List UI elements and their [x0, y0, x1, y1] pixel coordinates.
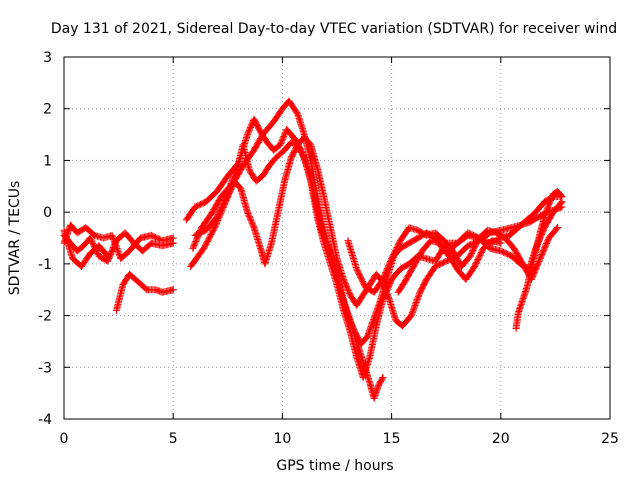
x-tick-label: 0: [60, 431, 69, 447]
y-tick-label: 2: [43, 102, 52, 118]
data-point-marker: [415, 291, 423, 299]
data-point-marker: [112, 243, 120, 251]
data-point-marker: [557, 203, 565, 211]
y-tick-label: -1: [38, 257, 52, 273]
series-track-f: [189, 138, 566, 382]
data-point-marker: [114, 246, 122, 254]
data-point-marker: [104, 252, 112, 260]
data-point-marker: [110, 236, 118, 244]
data-point-marker: [304, 165, 312, 173]
y-tick-label: -3: [38, 360, 52, 376]
y-tick-label: -2: [38, 309, 52, 325]
data-point-marker: [414, 294, 422, 302]
x-tick-label: 10: [273, 431, 291, 447]
data-point-marker: [112, 242, 120, 250]
data-point-marker: [110, 237, 118, 245]
data-point-marker: [378, 375, 386, 383]
data-point-marker: [554, 224, 562, 232]
axis-ticks: [63, 56, 611, 420]
y-tick-label: 3: [43, 50, 52, 66]
data-point-marker: [497, 239, 505, 247]
x-tick-label: 20: [492, 431, 510, 447]
data-point-marker: [414, 293, 422, 301]
data-point-marker: [411, 301, 419, 309]
data-point-marker: [114, 247, 122, 255]
data-point-marker: [211, 224, 219, 232]
data-point-marker: [169, 286, 177, 294]
data-point-marker: [413, 296, 421, 304]
data-point-marker: [408, 309, 416, 317]
series-track-j: [512, 187, 566, 332]
data-points: [60, 97, 566, 402]
series-track-c: [112, 270, 177, 314]
data-point-marker: [385, 295, 393, 303]
data-point-marker: [412, 298, 420, 306]
data-point-marker: [249, 222, 257, 230]
y-tick-label: -4: [38, 412, 52, 428]
data-point-marker: [103, 251, 111, 259]
data-point-marker: [558, 203, 566, 211]
data-point-marker: [410, 304, 418, 312]
data-point-marker: [379, 374, 387, 382]
series-track-d: [60, 221, 177, 263]
data-point-marker: [407, 312, 415, 320]
data-point-marker: [553, 225, 561, 233]
data-point-marker: [411, 303, 419, 311]
data-point-marker: [409, 307, 417, 315]
data-point-marker: [211, 222, 219, 230]
data-point-marker: [376, 297, 384, 305]
data-point-marker: [169, 234, 177, 242]
data-point-marker: [409, 306, 417, 314]
data-point-marker: [111, 239, 119, 247]
chart-title: Day 131 of 2021, Sidereal Day-to-day VTE…: [51, 21, 617, 37]
series-track-b: [60, 226, 112, 270]
series-track-k: [394, 237, 505, 296]
y-tick-label: 1: [43, 153, 52, 169]
x-tick-label: 25: [601, 431, 619, 447]
x-tick-labels: 0 5 10 15 20 25: [60, 431, 619, 447]
data-point-marker: [413, 297, 421, 305]
data-point-marker: [557, 192, 565, 200]
data-point-marker: [115, 249, 123, 257]
data-point-marker: [109, 233, 117, 241]
y-axis-label: SDTVAR / TECUs: [7, 181, 23, 296]
x-tick-label: 5: [169, 431, 178, 447]
series-track-i: [344, 224, 562, 296]
x-tick-label: 15: [383, 431, 401, 447]
data-point-marker: [408, 310, 416, 318]
data-point-marker: [108, 231, 116, 239]
data-point-marker: [109, 234, 117, 242]
data-point-marker: [412, 300, 420, 308]
data-point-marker: [111, 240, 119, 248]
data-point-marker: [113, 245, 121, 253]
y-tick-label: 0: [43, 205, 52, 221]
x-axis-label: GPS time / hours: [276, 458, 393, 474]
data-point-marker: [558, 193, 566, 201]
y-tick-labels: -4 -3 -2 -1 0 1 2 3: [38, 50, 52, 428]
